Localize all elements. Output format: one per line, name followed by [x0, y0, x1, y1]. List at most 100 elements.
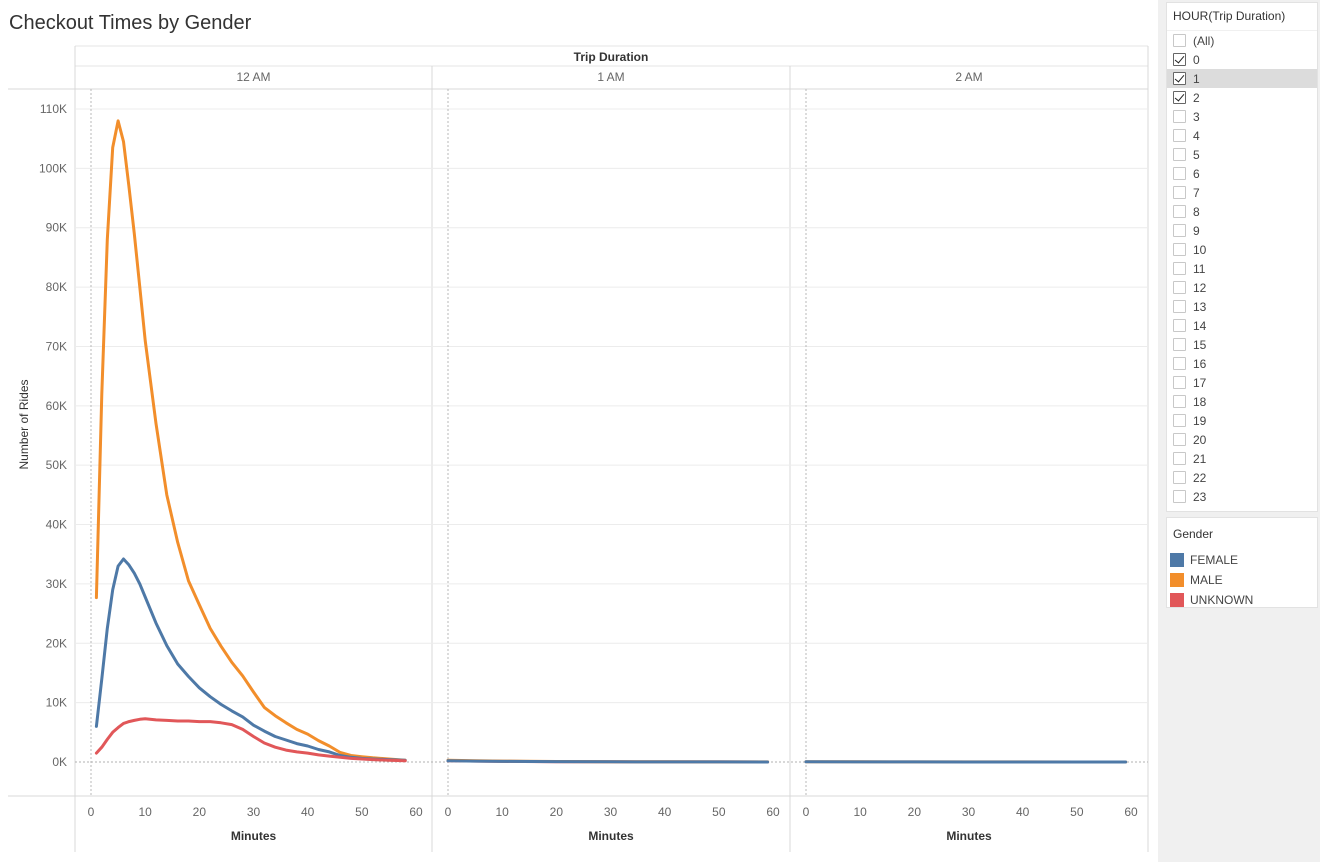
- filter-item[interactable]: 22: [1167, 468, 1317, 487]
- filter-item[interactable]: 15: [1167, 335, 1317, 354]
- legend-item[interactable]: FEMALE: [1167, 550, 1317, 570]
- filter-checkbox[interactable]: [1173, 281, 1186, 294]
- filter-item-label: 17: [1193, 375, 1207, 390]
- filter-checkbox[interactable]: [1173, 91, 1186, 104]
- filter-checkbox[interactable]: [1173, 243, 1186, 256]
- filter-list: (All) 0 1 2 3 4 5 6 7 8 9 10 11 12 13 14 15 16 17 18 19 20 21 2…: [1167, 31, 1317, 506]
- filter-item-label: 19: [1193, 413, 1207, 428]
- filter-checkbox[interactable]: [1173, 433, 1186, 446]
- x-tick-label: 20: [908, 805, 922, 819]
- x-tick-label: 30: [604, 805, 618, 819]
- y-tick-label: 0K: [52, 755, 67, 769]
- filter-checkbox[interactable]: [1173, 357, 1186, 370]
- header-label: Trip Duration: [574, 50, 649, 64]
- filter-checkbox[interactable]: [1173, 300, 1186, 313]
- filter-checkbox[interactable]: [1173, 319, 1186, 332]
- filter-item[interactable]: (All): [1167, 31, 1317, 50]
- filter-checkbox[interactable]: [1173, 72, 1186, 85]
- x-tick-label: 50: [355, 805, 369, 819]
- filter-checkbox[interactable]: [1173, 186, 1186, 199]
- filter-checkbox[interactable]: [1173, 471, 1186, 484]
- filter-item[interactable]: 13: [1167, 297, 1317, 316]
- x-axis-title: Minutes: [946, 829, 992, 843]
- filter-checkbox[interactable]: [1173, 224, 1186, 237]
- filter-item[interactable]: 16: [1167, 354, 1317, 373]
- filter-item[interactable]: 0: [1167, 50, 1317, 69]
- filter-item-label: 12: [1193, 280, 1207, 295]
- filter-item[interactable]: 6: [1167, 164, 1317, 183]
- y-tick-label: 40K: [46, 518, 67, 532]
- filter-checkbox[interactable]: [1173, 110, 1186, 123]
- y-axis-title: Number of Rides: [17, 379, 31, 469]
- filter-checkbox[interactable]: [1173, 53, 1186, 66]
- filter-item[interactable]: 20: [1167, 430, 1317, 449]
- filter-item[interactable]: 3: [1167, 107, 1317, 126]
- filter-item[interactable]: 5: [1167, 145, 1317, 164]
- filter-item[interactable]: 11: [1167, 259, 1317, 278]
- filter-item[interactable]: 12: [1167, 278, 1317, 297]
- y-tick-label: 50K: [46, 458, 67, 472]
- y-tick-label: 110K: [40, 102, 67, 116]
- filter-checkbox[interactable]: [1173, 129, 1186, 142]
- series-line-female: [94, 557, 407, 762]
- legend-item-label: FEMALE: [1190, 553, 1239, 567]
- series-line-male: [94, 119, 407, 762]
- filter-checkbox[interactable]: [1173, 376, 1186, 389]
- filter-item[interactable]: 18: [1167, 392, 1317, 411]
- filter-item-label: 5: [1193, 147, 1200, 162]
- filter-checkbox[interactable]: [1173, 34, 1186, 47]
- filter-checkbox[interactable]: [1173, 167, 1186, 180]
- filter-checkbox[interactable]: [1173, 262, 1186, 275]
- filter-title: HOUR(Trip Duration): [1167, 3, 1317, 31]
- series-line-unknown: [94, 717, 407, 763]
- x-tick-label: 30: [962, 805, 976, 819]
- filter-checkbox[interactable]: [1173, 395, 1186, 408]
- filter-item-label: 8: [1193, 204, 1200, 219]
- filter-item-label: 14: [1193, 318, 1207, 333]
- legend-item[interactable]: MALE: [1167, 570, 1317, 590]
- filter-item-label: 3: [1193, 109, 1200, 124]
- filter-item-label: 11: [1193, 261, 1206, 276]
- filter-checkbox[interactable]: [1173, 205, 1186, 218]
- filter-item[interactable]: 7: [1167, 183, 1317, 202]
- x-tick-label: 10: [138, 805, 152, 819]
- hour-filter-card: HOUR(Trip Duration) (All) 0 1 2 3 4 5 6 7 8 9 10 11 1…: [1166, 2, 1318, 512]
- x-tick-label: 10: [495, 805, 509, 819]
- filter-checkbox[interactable]: [1173, 148, 1186, 161]
- filter-checkbox[interactable]: [1173, 414, 1186, 427]
- filter-item-label: 13: [1193, 299, 1207, 314]
- filter-item-label: 10: [1193, 242, 1207, 257]
- filter-item[interactable]: 9: [1167, 221, 1317, 240]
- filter-item[interactable]: 1: [1167, 69, 1317, 88]
- filter-item[interactable]: 19: [1167, 411, 1317, 430]
- filter-item[interactable]: 10: [1167, 240, 1317, 259]
- x-axis-title: Minutes: [588, 829, 634, 843]
- legend-item-label: UNKNOWN: [1190, 593, 1254, 607]
- x-tick-label: 40: [301, 805, 315, 819]
- x-tick-label: 40: [658, 805, 672, 819]
- legend-item[interactable]: UNKNOWN: [1167, 590, 1317, 610]
- filter-checkbox[interactable]: [1173, 452, 1186, 465]
- filter-item-label: 18: [1193, 394, 1207, 409]
- filter-item-label: 16: [1193, 356, 1207, 371]
- filter-item[interactable]: 14: [1167, 316, 1317, 335]
- filter-item[interactable]: 23: [1167, 487, 1317, 506]
- filter-item-label: 22: [1193, 470, 1207, 485]
- filter-item[interactable]: 4: [1167, 126, 1317, 145]
- filter-item[interactable]: 8: [1167, 202, 1317, 221]
- filter-checkbox[interactable]: [1173, 490, 1186, 503]
- filter-item-label: 15: [1193, 337, 1207, 352]
- filter-item-label: 20: [1193, 432, 1207, 447]
- filter-item[interactable]: 2: [1167, 88, 1317, 107]
- legend-title: Gender: [1173, 527, 1214, 541]
- series-line-female: [446, 759, 770, 764]
- filter-item[interactable]: 21: [1167, 449, 1317, 468]
- filter-checkbox[interactable]: [1173, 338, 1186, 351]
- y-tick-label: 60K: [46, 399, 67, 413]
- filter-item-label: 6: [1193, 166, 1200, 181]
- line-chart: Trip Duration 12 AM 1 AM 2 AM 0K 10K 20K 30K 40K…: [8, 45, 1149, 852]
- filter-item-label: 2: [1193, 90, 1200, 105]
- filter-item-label: (All): [1193, 33, 1215, 48]
- filter-item-label: 21: [1193, 451, 1207, 466]
- filter-item[interactable]: 17: [1167, 373, 1317, 392]
